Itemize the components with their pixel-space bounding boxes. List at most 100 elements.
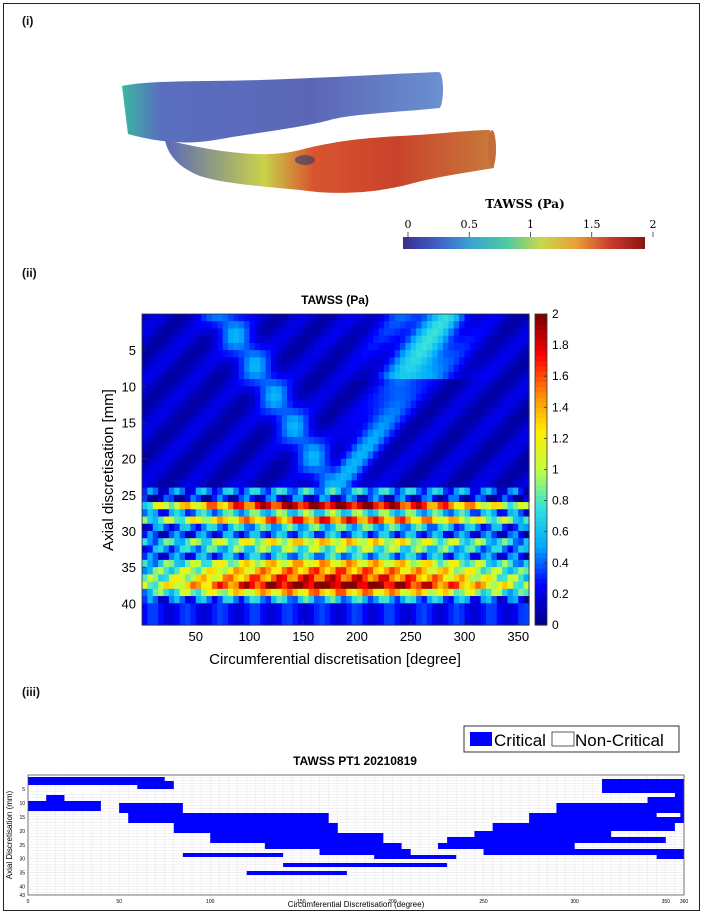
heatmap-cell (271, 538, 277, 547)
heatmap-cell (244, 480, 251, 489)
heatmap-cell (416, 567, 423, 575)
heatmap-cell (394, 509, 401, 518)
heatmap-cell (367, 574, 374, 583)
critical-map-xtick-label: 200 (388, 899, 397, 905)
heatmap-cell (480, 574, 487, 583)
colorbar-segment (535, 510, 547, 517)
heatmap-cell (249, 328, 256, 337)
heatmap-cell (389, 400, 396, 409)
heatmap-cell (469, 400, 476, 409)
heatmap-cell (276, 393, 283, 402)
heatmap-cell (496, 480, 503, 489)
heatmap-cell (378, 422, 385, 431)
heatmap-cell (491, 436, 498, 445)
heatmap-cell (292, 429, 299, 438)
heatmap-cell (523, 617, 530, 626)
heatmap-cell (233, 357, 240, 366)
heatmap-cell (367, 494, 374, 503)
heatmap-cell (142, 559, 148, 568)
colorbar-segment (535, 604, 547, 611)
heatmap-cell (512, 321, 519, 330)
heatmap-cell (249, 473, 256, 481)
heatmap-cell (314, 617, 320, 626)
heatmap-cell (523, 552, 530, 561)
heatmap-cell (319, 364, 326, 373)
heatmap-xtick-label: 50 (189, 629, 203, 644)
heatmap-cell (324, 415, 331, 424)
heatmap-cell (308, 617, 315, 626)
heatmap-cell (201, 436, 208, 445)
heatmap-cell (179, 502, 186, 510)
heatmap-cell (185, 581, 191, 590)
critical-map-ytick-label: 20 (19, 829, 25, 835)
heatmap-cell (244, 494, 251, 503)
heatmap-cell (260, 436, 267, 445)
heatmap-cell (405, 393, 412, 402)
heatmap-cell (443, 436, 449, 445)
heatmap-cell (201, 545, 208, 554)
heatmap-cell (244, 588, 251, 597)
heatmap-cell (185, 567, 191, 575)
heatmap-cell (459, 371, 466, 380)
heatmap-cell (195, 473, 202, 481)
heatmap-cell (502, 596, 509, 604)
heatmap-cell (249, 415, 256, 424)
heatmap-cell (260, 603, 267, 612)
heatmap-cell (523, 530, 530, 539)
heatmap-cell (158, 574, 165, 583)
heatmap-cell (469, 523, 476, 532)
heatmap-cell (297, 538, 304, 547)
heatmap-cell (292, 610, 299, 619)
heatmap-cell (238, 321, 245, 330)
heatmap-cell (152, 357, 159, 366)
heatmap-cell (158, 494, 165, 503)
heatmap-cell (357, 494, 363, 503)
heatmap-cell (168, 545, 175, 554)
heatmap-cell (233, 487, 240, 496)
heatmap-cell (464, 429, 471, 438)
heatmap-cell (426, 494, 433, 503)
heatmap-cell (217, 530, 224, 539)
heatmap-cell (469, 610, 476, 619)
heatmap-cell (400, 379, 406, 387)
heatmap-cell (410, 567, 417, 575)
heatmap-cell (351, 502, 358, 510)
heatmap-cell (486, 357, 492, 366)
heatmap-cell (518, 588, 525, 597)
heatmap-cell (480, 386, 487, 395)
heatmap-cell (314, 429, 320, 438)
heatmap-cell (421, 400, 428, 409)
heatmap-cell (373, 371, 380, 380)
heatmap-cell (400, 588, 406, 597)
heatmap-cell (254, 559, 261, 568)
heatmap-cell (308, 581, 315, 590)
heatmap-cell (330, 444, 337, 453)
heatmap-cell (211, 603, 218, 612)
heatmap-cell (260, 422, 267, 431)
heatmap-cell (362, 357, 369, 366)
heatmap-cell (410, 408, 417, 416)
heatmap-cell (357, 321, 363, 330)
heatmap-cell (335, 393, 342, 402)
heatmap-cell (475, 422, 482, 431)
heatmap-cell (405, 429, 412, 438)
heatmap-cell (233, 379, 240, 387)
heatmap-cell (254, 502, 261, 510)
heatmap-cell (443, 400, 449, 409)
heatmap-cell (211, 314, 218, 322)
heatmap-cell (211, 545, 218, 554)
heatmap-cell (362, 581, 369, 590)
surface-colorbar-title: TAWSS (Pa) (485, 197, 565, 211)
heatmap-cell (168, 436, 175, 445)
heatmap-cell (206, 342, 213, 351)
heatmap-cell (292, 480, 299, 489)
heatmap-cell (443, 357, 449, 366)
heatmap-cell (249, 567, 256, 575)
heatmap-cell (276, 342, 283, 351)
heatmap-cell (523, 436, 530, 445)
heatmap-cell (330, 552, 337, 561)
heatmap-cell (265, 444, 272, 453)
heatmap-cell (238, 559, 245, 568)
heatmap-cell (389, 357, 396, 366)
heatmap-cell (507, 559, 514, 568)
